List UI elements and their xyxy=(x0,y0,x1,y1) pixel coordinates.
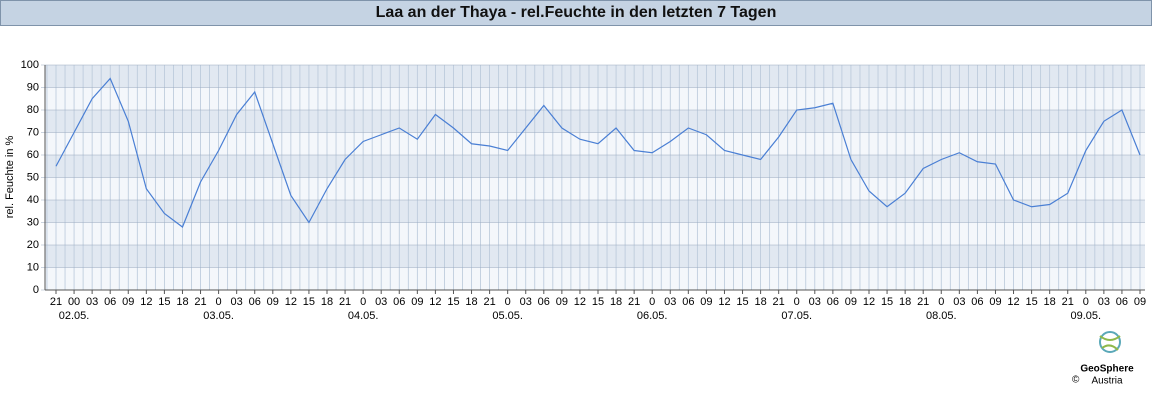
y-tick-label: 10 xyxy=(27,261,39,273)
x-tick-label: 12 xyxy=(863,296,875,308)
x-tick-label: 21 xyxy=(339,296,351,308)
x-tick-label: 15 xyxy=(736,296,748,308)
x-tick-label: 0 xyxy=(505,296,511,308)
x-tick-label: 06 xyxy=(393,296,405,308)
x-tick-label: 21 xyxy=(917,296,929,308)
y-tick-label: 100 xyxy=(21,59,39,71)
x-tick-label: 0 xyxy=(216,296,222,308)
x-tick-label: 15 xyxy=(881,296,893,308)
y-tick-label: 40 xyxy=(27,194,39,206)
logo xyxy=(1099,331,1121,353)
date-label: 04.05. xyxy=(348,310,379,322)
x-tick-label: 15 xyxy=(303,296,315,308)
x-tick-label: 06 xyxy=(971,296,983,308)
x-tick-label: 09 xyxy=(1134,296,1146,308)
logo-sub: Austria xyxy=(1091,376,1123,387)
x-tick-label: 21 xyxy=(628,296,640,308)
x-tick-label: 12 xyxy=(718,296,730,308)
x-tick-label: 18 xyxy=(899,296,911,308)
x-tick-label: 18 xyxy=(321,296,333,308)
x-tick-label: 18 xyxy=(465,296,477,308)
x-tick-label: 15 xyxy=(447,296,459,308)
x-tick-label: 09 xyxy=(267,296,279,308)
x-tick-label: 15 xyxy=(158,296,170,308)
x-tick-label: 21 xyxy=(50,296,62,308)
y-tick-label: 70 xyxy=(27,126,39,138)
grid-band xyxy=(45,110,1145,133)
data-line xyxy=(55,77,1141,228)
grid-band xyxy=(45,65,1145,88)
x-tick-label: 03 xyxy=(86,296,98,308)
x-tick-label: 18 xyxy=(610,296,622,308)
copyright: © xyxy=(1072,375,1080,386)
x-tick-label: 06 xyxy=(249,296,261,308)
x-tick-label: 09 xyxy=(700,296,712,308)
y-tick-label: 60 xyxy=(27,149,39,161)
x-tick-label: 09 xyxy=(411,296,423,308)
x-tick-label: 06 xyxy=(1116,296,1128,308)
x-tick-label: 06 xyxy=(104,296,116,308)
x-tick-label: 00 xyxy=(68,296,80,308)
x-tick-label: 18 xyxy=(1044,296,1056,308)
x-tick-label: 18 xyxy=(176,296,188,308)
x-tick-label: 03 xyxy=(953,296,965,308)
x-tick-label: 12 xyxy=(285,296,297,308)
x-tick-label: 06 xyxy=(827,296,839,308)
x-tick-label: 12 xyxy=(574,296,586,308)
y-tick-label: 30 xyxy=(27,216,39,228)
x-tick-label: 03 xyxy=(1098,296,1110,308)
grid-band xyxy=(45,155,1145,178)
grid-band xyxy=(45,245,1145,268)
x-tick-label: 0 xyxy=(938,296,944,308)
x-tick-label: 03 xyxy=(231,296,243,308)
x-tick-label: 21 xyxy=(1062,296,1074,308)
x-tick-label: 03 xyxy=(809,296,821,308)
date-label: 05.05. xyxy=(492,310,523,322)
y-axis-label: rel. Feuchte in % xyxy=(4,136,16,219)
date-label: 08.05. xyxy=(926,310,957,322)
x-tick-label: 12 xyxy=(429,296,441,308)
x-tick-label: 21 xyxy=(194,296,206,308)
x-tick-label: 15 xyxy=(1025,296,1037,308)
chart-title: Laa an der Thaya - rel.Feuchte in den le… xyxy=(0,0,1152,26)
x-tick-label: 03 xyxy=(375,296,387,308)
date-label: 06.05. xyxy=(637,310,668,322)
x-tick-label: 18 xyxy=(754,296,766,308)
date-label: 03.05. xyxy=(203,310,234,322)
y-tick-label: 20 xyxy=(27,239,39,251)
y-tick-label: 0 xyxy=(33,284,39,296)
date-label: 02.05. xyxy=(59,310,90,322)
x-tick-label: 12 xyxy=(1007,296,1019,308)
x-tick-label: 0 xyxy=(649,296,655,308)
date-label: 07.05. xyxy=(781,310,812,322)
x-tick-label: 09 xyxy=(122,296,134,308)
x-tick-label: 0 xyxy=(794,296,800,308)
x-tick-label: 09 xyxy=(556,296,568,308)
y-tick-label: 90 xyxy=(27,81,39,93)
x-tick-label: 21 xyxy=(773,296,785,308)
x-tick-label: 06 xyxy=(682,296,694,308)
x-tick-label: 15 xyxy=(592,296,604,308)
x-tick-label: 0 xyxy=(360,296,366,308)
date-label: 09.05. xyxy=(1071,310,1102,322)
x-tick-label: 09 xyxy=(845,296,857,308)
x-tick-label: 21 xyxy=(483,296,495,308)
x-tick-label: 0 xyxy=(1083,296,1089,308)
y-tick-label: 50 xyxy=(27,171,39,183)
x-tick-label: 03 xyxy=(664,296,676,308)
y-tick-label: 80 xyxy=(27,104,39,116)
x-tick-label: 03 xyxy=(520,296,532,308)
x-tick-label: 12 xyxy=(140,296,152,308)
logo-text: GeoSphere xyxy=(1080,364,1134,375)
grid-band xyxy=(45,200,1145,223)
x-tick-label: 09 xyxy=(989,296,1001,308)
x-tick-label: 06 xyxy=(538,296,550,308)
